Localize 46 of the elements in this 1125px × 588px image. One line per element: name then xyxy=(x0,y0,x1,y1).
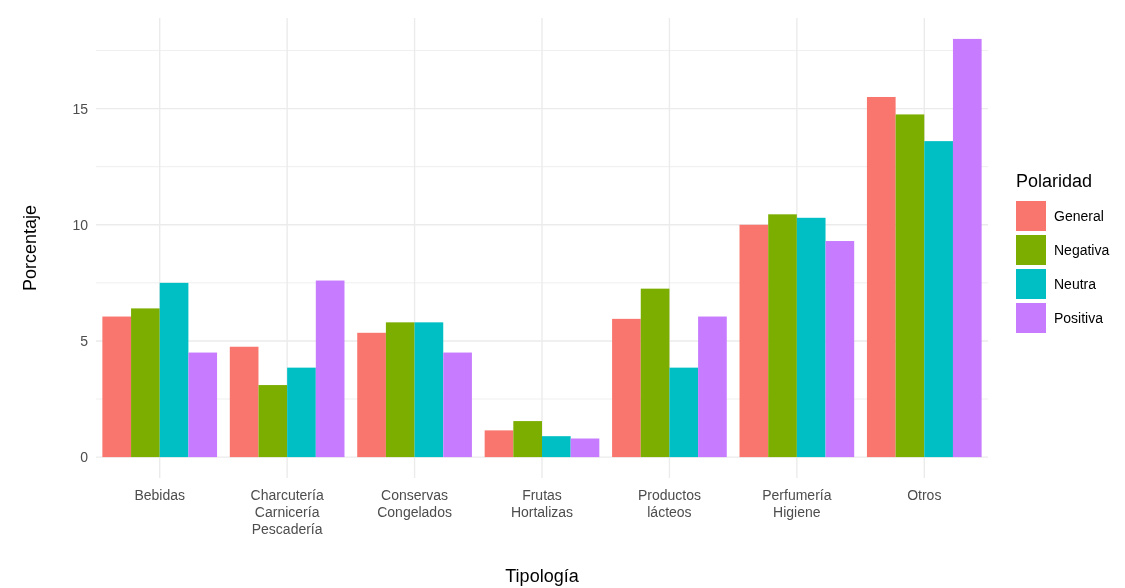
x-axis-title: Tipología xyxy=(505,566,580,586)
bar xyxy=(102,316,132,458)
bar xyxy=(159,282,189,458)
x-tick-label: Productos lácteos xyxy=(637,487,701,520)
bar xyxy=(796,217,826,458)
y-tick-label: 15 xyxy=(72,100,89,117)
bar xyxy=(924,141,953,458)
x-tick-label: Conservas Congelados xyxy=(377,487,452,520)
y-tick-label: 10 xyxy=(72,216,89,233)
legend-label: General xyxy=(1054,207,1104,224)
x-tick-label: Charcutería Carnicería Pescadería xyxy=(250,487,324,537)
bar xyxy=(414,322,444,458)
bar xyxy=(612,318,641,458)
legend-label: Positiva xyxy=(1054,309,1104,326)
bar xyxy=(542,436,571,458)
bar xyxy=(640,288,670,458)
bar xyxy=(258,385,288,458)
bar xyxy=(768,214,797,458)
y-axis-title: Porcentaje xyxy=(20,204,40,292)
x-tick-label: Perfumería Higiene xyxy=(762,487,832,520)
bar xyxy=(513,421,542,458)
x-tick-label: Bebidas xyxy=(134,487,186,503)
bar xyxy=(866,96,896,458)
legend-title: Polaridad xyxy=(1016,171,1093,191)
x-tick-label: Otros xyxy=(907,487,942,503)
bar xyxy=(825,241,855,458)
bar xyxy=(229,346,259,458)
bar xyxy=(315,280,345,458)
legend-label: Neutra xyxy=(1054,275,1097,292)
bar xyxy=(895,114,925,458)
bar xyxy=(952,38,982,458)
bar xyxy=(739,224,769,458)
bar xyxy=(484,430,514,458)
bar xyxy=(131,308,160,458)
bar xyxy=(669,367,699,458)
bar xyxy=(570,438,600,458)
x-tick-label: Frutas Hortalizas xyxy=(510,487,574,520)
bar xyxy=(287,367,316,458)
bar xyxy=(698,316,727,458)
bar xyxy=(357,332,386,458)
y-tick-label: 5 xyxy=(80,332,89,349)
legend-label: Negativa xyxy=(1054,241,1110,258)
bar xyxy=(443,352,472,458)
y-tick-label: 0 xyxy=(80,448,89,465)
bar xyxy=(385,322,415,458)
bar xyxy=(188,352,218,458)
